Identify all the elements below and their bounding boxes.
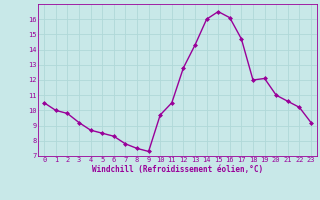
- X-axis label: Windchill (Refroidissement éolien,°C): Windchill (Refroidissement éolien,°C): [92, 165, 263, 174]
